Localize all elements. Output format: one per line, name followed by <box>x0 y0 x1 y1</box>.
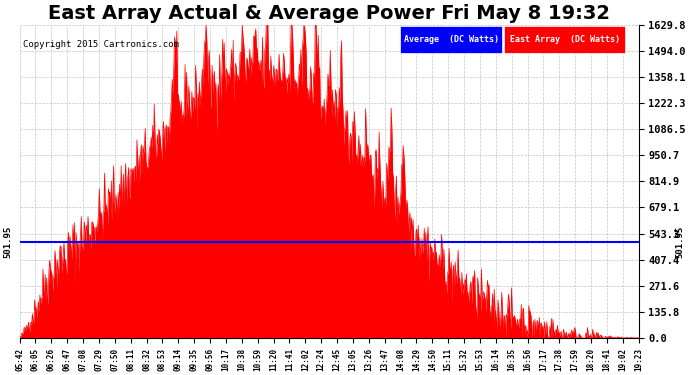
FancyBboxPatch shape <box>400 26 502 53</box>
Text: 501.95: 501.95 <box>3 225 12 258</box>
Text: East Array  (DC Watts): East Array (DC Watts) <box>510 35 620 44</box>
Text: Copyright 2015 Cartronics.com: Copyright 2015 Cartronics.com <box>23 40 179 50</box>
Text: 501.95: 501.95 <box>676 225 684 258</box>
Text: Average  (DC Watts): Average (DC Watts) <box>404 35 499 44</box>
FancyBboxPatch shape <box>504 26 625 53</box>
Title: East Array Actual & Average Power Fri May 8 19:32: East Array Actual & Average Power Fri Ma… <box>48 4 610 23</box>
